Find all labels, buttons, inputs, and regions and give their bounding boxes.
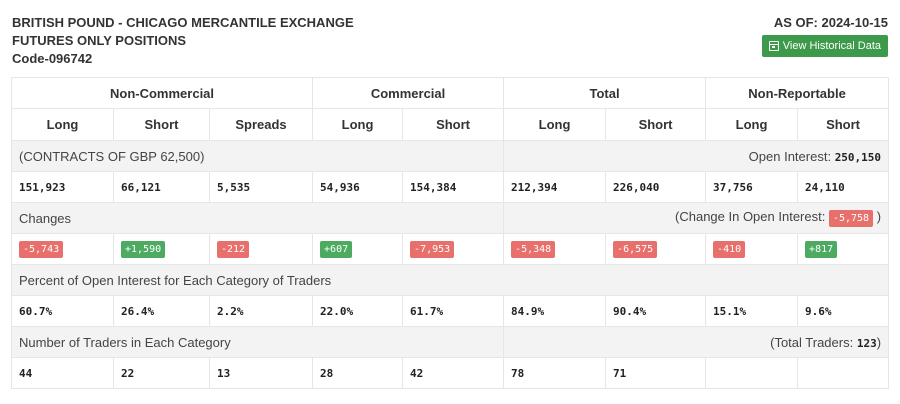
column-header: Long [705, 108, 799, 141]
group-header-total: Total [503, 77, 707, 109]
table-cell: 226,040 [605, 171, 707, 203]
table-cell: 212,394 [503, 171, 607, 203]
column-header-row: Long Short Spreads Long Short Long Short… [11, 108, 890, 141]
change-badge: +817 [805, 240, 838, 258]
table-cell: 66,121 [113, 171, 210, 203]
table-cell: 90.4% [605, 295, 707, 327]
percent-values-row: 60.7% 26.4% 2.2% 22.0% 61.7% 84.9% 90.4%… [11, 295, 890, 327]
change-open-interest-close: ) [876, 209, 882, 224]
group-header-row: Non-Commercial Commercial Total Non-Repo… [10, 77, 890, 109]
column-header: Short [605, 108, 707, 141]
table-cell: 54,936 [312, 171, 404, 203]
report-title: BRITISH POUND - CHICAGO MERCANTILE EXCHA… [12, 15, 354, 30]
table-cell: 42 [402, 357, 505, 389]
open-interest-label: Open Interest: [748, 148, 832, 164]
percent-label: Percent of Open Interest for Each Catego… [10, 264, 890, 296]
total-traders-value: 123 [856, 336, 877, 350]
table-cell: 60.7% [11, 295, 114, 327]
table-cell: 28 [312, 357, 404, 389]
column-header: Spreads [208, 108, 314, 141]
changes-values-row: -5,743 +1,590 -212 +607 -7,953 -5,348 -6… [11, 233, 890, 265]
change-badge: -410 [713, 240, 746, 258]
total-traders-label: (Total Traders: [770, 334, 854, 350]
table-cell: 61.7% [402, 295, 505, 327]
change-badge: +1,590 [121, 240, 166, 258]
table-cell: 2.2% [208, 295, 314, 327]
group-header-noncommercial: Non-Commercial [10, 77, 314, 109]
table-cell: 13 [208, 357, 314, 389]
table-cell: 84.9% [503, 295, 607, 327]
group-header-commercial: Commercial [312, 77, 505, 109]
report-meta: AS OF: 2024-10-15 View Historical Data [761, 14, 888, 57]
contracts-band-row: (CONTRACTS OF GBP 62,500) Open Interest:… [10, 140, 890, 172]
table-cell [797, 357, 890, 389]
column-header: Long [312, 108, 404, 141]
column-header: Long [11, 108, 114, 141]
change-badge: -6,575 [613, 240, 658, 258]
as-of-date: AS OF: 2024-10-15 [773, 15, 888, 30]
table-cell [705, 357, 799, 389]
column-header: Short [797, 108, 890, 141]
change-open-interest-label: (Change In Open Interest: [675, 209, 826, 224]
table-cell: 5,535 [208, 171, 314, 203]
report-subtitle: FUTURES ONLY POSITIONS [12, 33, 187, 48]
traders-values-row: 44 22 13 28 42 78 71 [11, 357, 890, 389]
changes-band-row: Changes (Change In Open Interest: -5,758… [10, 202, 890, 234]
change-badge: -7,953 [410, 240, 455, 258]
change-open-interest-badge: -5,758 [828, 210, 874, 227]
change-badge: -5,348 [511, 240, 556, 258]
open-interest: Open Interest: 250,150 [503, 140, 890, 172]
table-cell: 71 [605, 357, 707, 389]
changes-label: Changes [10, 202, 505, 234]
cot-positions-table: Non-Commercial Commercial Total Non-Repo… [10, 77, 890, 389]
traders-band-row: Number of Traders in Each Category (Tota… [10, 326, 890, 358]
contracts-label: (CONTRACTS OF GBP 62,500) [10, 140, 505, 172]
table-cell: 44 [11, 357, 114, 389]
column-header: Short [402, 108, 505, 141]
total-traders: (Total Traders: 123) [503, 326, 890, 358]
contracts-values-row: 151,923 66,121 5,535 54,936 154,384 212,… [11, 171, 890, 203]
table-cell: 26.4% [113, 295, 210, 327]
calendar-icon [768, 41, 779, 51]
change-badge: -5,743 [19, 240, 64, 258]
column-header: Short [113, 108, 210, 141]
traders-label: Number of Traders in Each Category [10, 326, 505, 358]
table-cell: 37,756 [705, 171, 799, 203]
change-open-interest: (Change In Open Interest: -5,758 ) [503, 202, 890, 234]
total-traders-close: ) [876, 334, 882, 350]
change-badge: +607 [320, 240, 353, 258]
table-cell: 154,384 [402, 171, 505, 203]
change-badge: -212 [217, 240, 250, 258]
column-header: Long [503, 108, 607, 141]
contract-code: Code-096742 [12, 51, 93, 66]
group-header-nonreportable: Non-Reportable [705, 77, 890, 109]
table-cell: 78 [503, 357, 607, 389]
table-cell: 9.6% [797, 295, 890, 327]
table-cell: 24,110 [797, 171, 890, 203]
view-historical-data-label: View Historical Data [782, 40, 881, 52]
table-cell: 22.0% [312, 295, 404, 327]
open-interest-value: 250,150 [834, 150, 882, 164]
table-cell: 151,923 [11, 171, 114, 203]
percent-band-row: Percent of Open Interest for Each Catego… [10, 264, 890, 296]
report-title-block: BRITISH POUND - CHICAGO MERCANTILE EXCHA… [12, 14, 354, 68]
table-cell: 22 [113, 357, 210, 389]
view-historical-data-button[interactable]: View Historical Data [761, 35, 888, 57]
table-cell: 15.1% [705, 295, 799, 327]
